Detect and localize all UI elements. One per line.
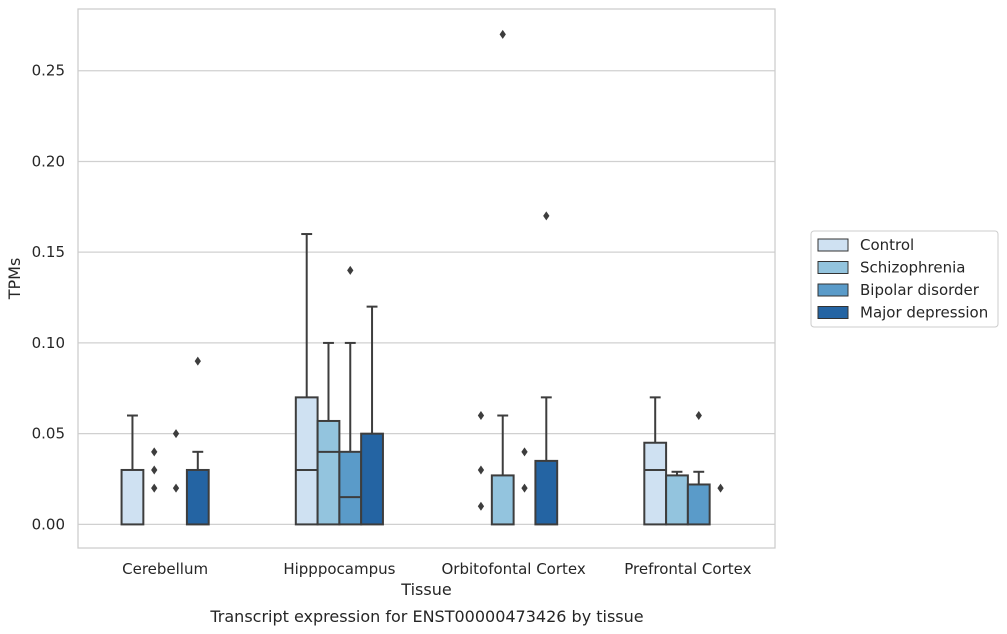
legend: Control Schizophrenia Bipolar disorder Majo… xyxy=(810,230,999,328)
y-tick-labels: 0.00 0.05 0.10 0.15 0.20 0.25 xyxy=(32,62,65,534)
box-3-2 xyxy=(686,411,711,526)
x-tick-labels: Cerebellum Hipppocampus Orbitofontal Corte… xyxy=(122,560,751,578)
box-body xyxy=(360,432,384,526)
outlier-point xyxy=(172,483,180,493)
legend-swatch xyxy=(817,238,849,252)
legend-label: Major depression xyxy=(860,304,988,322)
box-3-3 xyxy=(717,483,724,493)
box-body xyxy=(185,468,210,526)
plot-frame xyxy=(77,8,776,549)
x-tick-label: Cerebellum xyxy=(122,560,208,578)
chart-caption: Transcript expression for ENST0000047342… xyxy=(209,607,643,626)
box-2-1 xyxy=(490,29,515,526)
outlier-point xyxy=(477,411,485,421)
gridlines xyxy=(78,70,775,526)
box-2-2 xyxy=(521,447,528,493)
legend-label: Control xyxy=(860,236,914,254)
box-3-1 xyxy=(665,470,689,526)
box-body xyxy=(665,474,689,526)
legend-label: Bipolar disorder xyxy=(860,281,980,299)
box-1-2 xyxy=(338,265,363,526)
y-tick-label: 0.15 xyxy=(32,243,65,261)
box-2-0 xyxy=(477,411,485,511)
outlier-point xyxy=(194,356,201,366)
legend-swatch xyxy=(817,261,849,274)
box-1-0 xyxy=(294,233,319,526)
box-body xyxy=(686,483,711,526)
outlier-point xyxy=(347,265,354,275)
outlier-point xyxy=(695,411,702,421)
legend-label: Schizophrenia xyxy=(860,259,965,277)
box-body xyxy=(120,468,145,526)
y-tick-label: 0.05 xyxy=(32,425,65,443)
box-0-3 xyxy=(185,356,210,526)
box-body xyxy=(490,474,515,526)
box-3-0 xyxy=(643,396,668,526)
y-tick-label: 0.25 xyxy=(32,62,65,80)
outlier-point xyxy=(521,483,528,493)
y-tick-label: 0.00 xyxy=(32,515,65,533)
x-axis-label: Tissue xyxy=(400,580,451,599)
box-1-1 xyxy=(316,341,341,526)
box-2-3 xyxy=(534,211,559,526)
outlier-point xyxy=(717,483,724,493)
outlier-point xyxy=(172,429,180,439)
box-0-1 xyxy=(151,447,158,493)
box-body xyxy=(316,419,341,526)
x-tick-label: Orbitofontal Cortex xyxy=(442,560,586,578)
outlier-point xyxy=(151,465,158,475)
box-body xyxy=(338,450,363,526)
box-groups xyxy=(120,29,724,526)
outlier-point xyxy=(477,465,485,475)
legend-frame xyxy=(810,230,999,328)
outlier-point xyxy=(543,211,550,221)
outlier-point xyxy=(521,447,528,457)
y-tick-label: 0.20 xyxy=(32,152,65,170)
box-0-2 xyxy=(172,429,180,493)
legend-swatch xyxy=(817,283,849,297)
outlier-point xyxy=(151,483,158,493)
box-0-0 xyxy=(120,414,145,526)
legend-swatch xyxy=(817,306,849,319)
box-body xyxy=(534,459,559,526)
outlier-point xyxy=(151,447,158,457)
box-body xyxy=(294,396,319,526)
x-tick-label: Hipppocampus xyxy=(283,560,395,578)
outlier-point xyxy=(499,29,506,39)
box-1-3 xyxy=(360,305,384,526)
box-body xyxy=(643,441,668,526)
outlier-point xyxy=(477,501,485,511)
x-tick-label: Prefrontal Cortex xyxy=(624,560,751,578)
y-axis-label: TPMs xyxy=(5,258,24,301)
y-tick-label: 0.10 xyxy=(32,334,65,352)
